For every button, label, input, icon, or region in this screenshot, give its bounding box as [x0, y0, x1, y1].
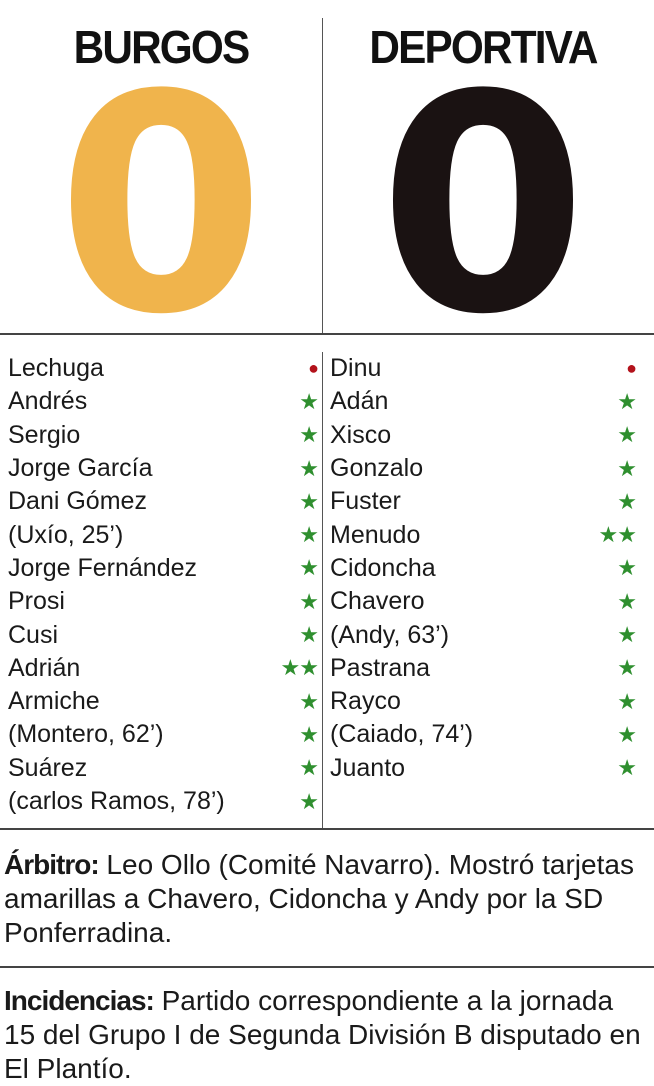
- lineups: Lechuga ● Andrés ★ Sergio ★ Jorge García ★ Dani …: [0, 352, 654, 830]
- divider-bottom: [0, 966, 654, 968]
- away-player-row: Menudo ★★: [330, 518, 637, 551]
- home-lineup: Lechuga ● Andrés ★ Sergio ★ Jorge García ★ Dani …: [8, 352, 319, 818]
- star-rating-icon: ★: [617, 555, 637, 581]
- player-name: Cusi: [8, 620, 59, 649]
- away-player-row: Chavero ★: [330, 585, 637, 618]
- star-rating-icon: ★: [299, 488, 319, 514]
- home-player-row: (carlos Ramos, 78’) ★: [8, 785, 319, 818]
- away-player-row: Gonzalo ★: [330, 452, 637, 485]
- divider-top: [0, 333, 654, 335]
- star-rating-icon: ★: [617, 688, 637, 714]
- star-rating-icon: ★: [299, 388, 319, 414]
- home-player-row: Jorge García ★: [8, 452, 319, 485]
- lineup-divider: [322, 352, 323, 830]
- player-name: Dinu: [330, 354, 382, 383]
- away-player-row: (Andy, 63’) ★: [330, 618, 637, 651]
- player-name: Dani Gómez: [8, 487, 147, 516]
- star-rating-icon: ★: [617, 455, 637, 481]
- player-name: Sergio: [8, 420, 81, 449]
- star-rating-icon: ★: [299, 422, 319, 448]
- player-name: Gonzalo: [330, 454, 424, 483]
- player-name: (Caiado, 74’): [330, 720, 474, 749]
- away-player-row: (Caiado, 74’) ★: [330, 718, 637, 751]
- away-player-row: Juanto ★: [330, 752, 637, 785]
- away-player-row: Fuster ★: [330, 485, 637, 518]
- home-player-row: Prosi ★: [8, 585, 319, 618]
- home-player-row: Cusi ★: [8, 618, 319, 651]
- home-team-name: BURGOS: [73, 21, 251, 73]
- player-name: Menudo: [330, 520, 421, 549]
- star-rating-icon: ★: [299, 588, 319, 614]
- player-name: Lechuga: [8, 354, 104, 383]
- player-name: Jorge García: [8, 454, 153, 483]
- home-player-row: Armiche ★: [8, 685, 319, 718]
- home-player-row: Sergio ★: [8, 419, 319, 452]
- home-player-row: (Uxío, 25’) ★: [8, 518, 319, 551]
- star-rating-icon: ★: [299, 688, 319, 714]
- away-player-row: Cidoncha ★: [330, 552, 637, 585]
- star-rating-icon: ★★: [598, 522, 637, 548]
- player-name: Andrés: [8, 387, 88, 416]
- star-rating-icon: ★: [299, 622, 319, 648]
- red-dot-icon: ●: [308, 358, 319, 379]
- player-name: (carlos Ramos, 78’): [8, 787, 225, 815]
- home-player-row: Lechuga ●: [8, 352, 319, 385]
- star-rating-icon: ★: [617, 388, 637, 414]
- referee-label: Árbitro:: [4, 849, 100, 880]
- player-name: (Andy, 63’): [330, 620, 450, 649]
- star-rating-icon: ★: [299, 788, 319, 814]
- incidents-text: Partido correspondiente a la jornada 15 …: [4, 985, 641, 1084]
- player-name: Adrián: [8, 653, 81, 682]
- star-rating-icon: ★: [617, 422, 637, 448]
- player-name: Chavero: [330, 587, 425, 616]
- away-player-row: Xisco ★: [330, 419, 637, 452]
- player-name: Fuster: [330, 487, 401, 516]
- home-player-row: Jorge Fernández ★: [8, 552, 319, 585]
- player-name: (Uxío, 25’): [8, 520, 124, 549]
- star-rating-icon: ★: [617, 588, 637, 614]
- star-rating-icon: ★: [617, 655, 637, 681]
- player-name: Suárez: [8, 753, 88, 782]
- star-rating-icon: ★: [299, 555, 319, 581]
- home-score: 0: [56, 31, 266, 380]
- star-rating-icon: ★: [617, 622, 637, 648]
- star-rating-icon: ★: [617, 721, 637, 747]
- player-name: Juanto: [330, 753, 406, 782]
- divider-middle: [0, 828, 654, 830]
- away-player-row: Pastrana ★: [330, 652, 637, 685]
- star-rating-icon: ★★: [280, 655, 319, 681]
- player-name: Rayco: [330, 687, 401, 716]
- incidents-label: Incidencias:: [4, 985, 155, 1016]
- player-name: Adán: [330, 387, 389, 416]
- player-name: Armiche: [8, 687, 100, 716]
- home-player-row: Adrián ★★: [8, 652, 319, 685]
- header-divider: [322, 18, 323, 334]
- referee-paragraph: Árbitro: Leo Ollo (Comité Navarro). Most…: [4, 848, 644, 950]
- player-name: Cidoncha: [330, 553, 436, 582]
- star-rating-icon: ★: [299, 455, 319, 481]
- star-rating-icon: ★: [299, 522, 319, 548]
- player-name: (Montero, 62’): [8, 720, 164, 749]
- home-player-row: Dani Gómez ★: [8, 485, 319, 518]
- player-name: Xisco: [330, 420, 392, 449]
- star-rating-icon: ★: [299, 721, 319, 747]
- away-score: 0: [378, 31, 588, 380]
- away-lineup: Dinu ● Adán ★ Xisco ★ Gonzalo ★ Fuster ★ Menudo ★★ C…: [330, 352, 637, 785]
- player-name: Jorge Fernández: [8, 553, 198, 582]
- away-team-name: DEPORTIVA: [369, 21, 598, 73]
- away-player-row: Rayco ★: [330, 685, 637, 718]
- home-player-row: Andrés ★: [8, 385, 319, 418]
- away-player-row: Adán ★: [330, 385, 637, 418]
- away-player-row: Dinu ●: [330, 352, 637, 385]
- incidents-paragraph: Incidencias: Partido correspondiente a l…: [4, 984, 644, 1086]
- player-name: Pastrana: [330, 653, 431, 682]
- star-rating-icon: ★: [617, 488, 637, 514]
- referee-text: Leo Ollo (Comité Navarro). Mostró tarjet…: [4, 849, 634, 948]
- red-dot-icon: ●: [626, 358, 637, 379]
- home-player-row: Suárez ★: [8, 752, 319, 785]
- star-rating-icon: ★: [299, 755, 319, 781]
- star-rating-icon: ★: [617, 755, 637, 781]
- home-player-row: (Montero, 62’) ★: [8, 718, 319, 751]
- player-name: Prosi: [8, 587, 65, 616]
